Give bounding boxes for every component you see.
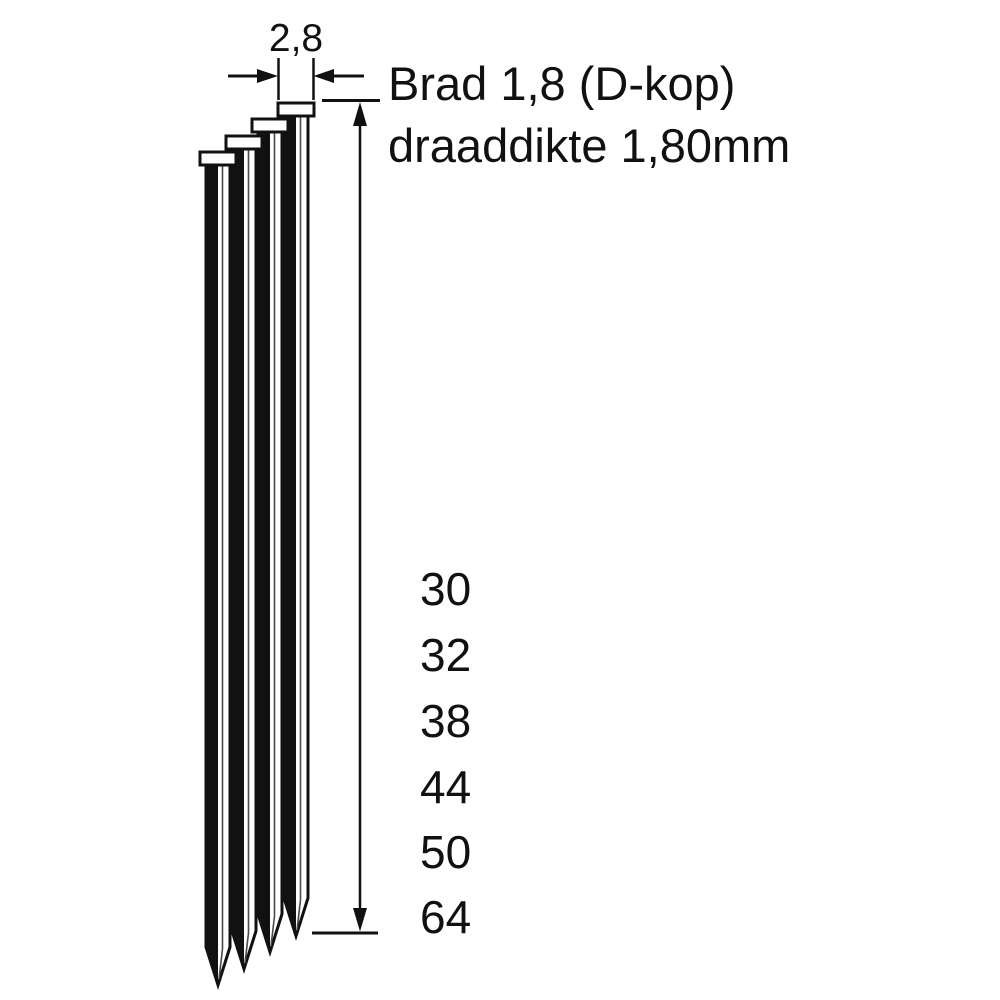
length-label: 32 — [420, 629, 471, 681]
length-label: 44 — [420, 761, 471, 813]
spec-text: Brad 1,8 (D-kop) draaddikte 1,80mm — [388, 57, 790, 172]
length-dimension — [312, 99, 380, 935]
arrow-up-icon — [353, 102, 367, 126]
length-label: 64 — [420, 891, 471, 943]
head-width-label: 2,8 — [269, 17, 323, 60]
arrow-right-icon — [257, 69, 278, 83]
head-width-dimension: 2,8 — [228, 17, 364, 100]
arrow-down-icon — [353, 908, 367, 932]
length-list: 30 32 38 44 50 64 — [420, 563, 471, 943]
length-label: 30 — [420, 563, 471, 615]
spec-line-1: Brad 1,8 (D-kop) — [388, 57, 735, 110]
nail-1 — [198, 150, 238, 987]
length-label: 50 — [420, 826, 471, 878]
spec-line-2: draaddikte 1,80mm — [388, 119, 790, 172]
arrow-left-icon — [313, 69, 334, 83]
length-label: 38 — [420, 695, 471, 747]
nail-group — [198, 101, 316, 987]
